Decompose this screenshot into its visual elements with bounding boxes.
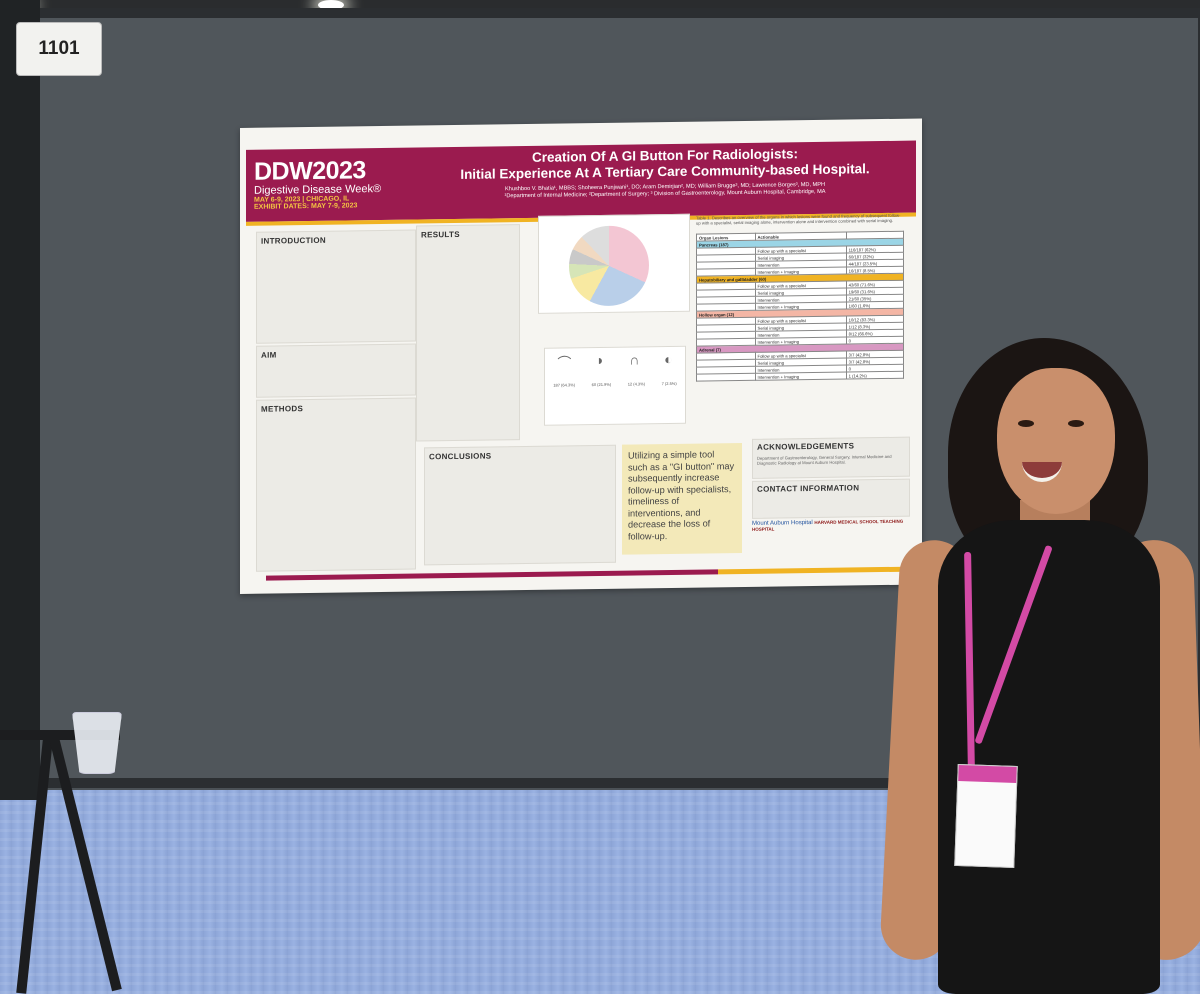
easel-stand <box>0 730 140 994</box>
pie-chart-figure <box>538 213 690 314</box>
intestine-icon: ∩ <box>629 351 640 368</box>
organ-icons-figure: ⌒ ◗ ∩ ◐ 187 (64.3%) 60 (21.9%) 12 (4.3%)… <box>544 345 686 426</box>
conclusions-heading: CONCLUSIONS <box>429 451 492 462</box>
ddw-logo-name: DDW2023 <box>254 156 366 186</box>
methods-section: METHODS <box>256 397 416 572</box>
research-poster: DDW2023 Digestive Disease Week® MAY 6-9,… <box>240 118 922 594</box>
presenter-eye <box>1068 420 1084 427</box>
table-caption: Table 1. Describes an overview of the or… <box>696 212 901 226</box>
aim-section: AIM <box>256 343 416 398</box>
board-frame <box>0 0 40 800</box>
presenter-black-dress <box>938 520 1160 994</box>
booth-number-sign: 1101 <box>16 22 102 76</box>
organ-count: 7 (2.5%) <box>661 380 677 387</box>
organ-count: 12 (4.3%) <box>627 381 646 387</box>
pie-chart <box>569 225 649 307</box>
acknowledgements-section: ACKNOWLEDGEMENTS Department of Gastroent… <box>752 436 910 479</box>
lesions-table: Organ Lesions Actionable Pancreas (187) … <box>696 231 904 382</box>
results-section: RESULTS <box>416 224 520 442</box>
kidney-icon: ◐ <box>664 350 673 368</box>
liver-icon: ◗ <box>596 351 605 369</box>
aim-heading: AIM <box>261 350 277 360</box>
acknowledgements-text: Department of Gastroenterology, General … <box>757 453 892 466</box>
ceiling-light <box>318 0 344 10</box>
acknowledgements-heading: ACKNOWLEDGEMENTS <box>757 441 855 452</box>
presenter-smile <box>1022 462 1062 482</box>
organ-count: 187 (64.3%) <box>553 382 576 388</box>
poster-title: Creation Of A GI Button For Radiologists… <box>420 145 910 184</box>
conclusions-section: CONCLUSIONS <box>424 444 616 566</box>
presenter-eye <box>1018 420 1034 427</box>
results-heading: RESULTS <box>421 229 460 240</box>
ddw-logo-subtitle: Digestive Disease Week® <box>254 183 382 197</box>
organ-count: 60 (21.9%) <box>591 381 612 388</box>
contact-heading: CONTACT INFORMATION <box>757 483 860 494</box>
introduction-section: INTRODUCTION <box>256 229 416 344</box>
methods-heading: METHODS <box>261 404 304 414</box>
plastic-cup <box>72 712 122 774</box>
ddw-logo: DDW2023 Digestive Disease Week® MAY 6-9,… <box>254 156 381 211</box>
institution-logos: Mount Auburn Hospital HARVARD MEDICAL SC… <box>752 519 912 533</box>
table-row: Intervention + Imaging 1 (14.2%) <box>696 371 904 382</box>
key-message-callout: Utilizing a simple tool such as a "GI bu… <box>622 442 742 555</box>
introduction-heading: INTRODUCTION <box>261 235 326 246</box>
presenter-face <box>997 368 1115 514</box>
pancreas-icon: ⌒ <box>557 354 572 371</box>
contact-section: CONTACT INFORMATION <box>752 478 910 519</box>
name-badge <box>954 763 1018 869</box>
